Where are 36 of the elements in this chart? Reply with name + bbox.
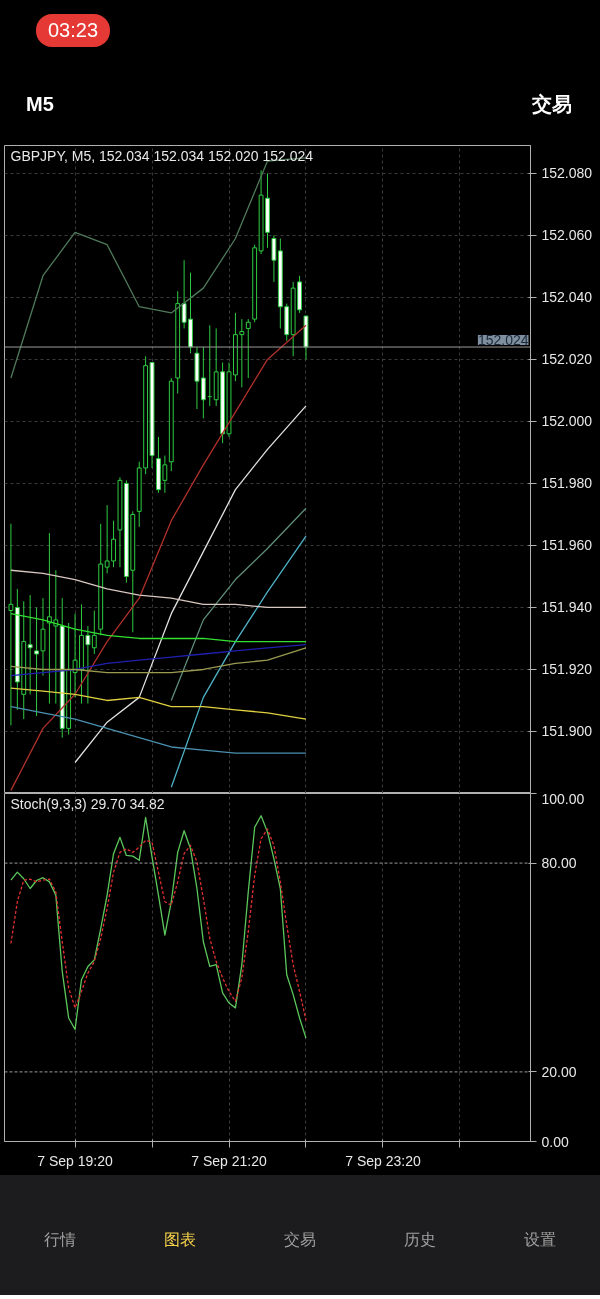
y-tick-label: 152.080 xyxy=(541,165,593,182)
text: M5 xyxy=(26,92,54,117)
text: 设置 xyxy=(523,1230,557,1250)
candlestick xyxy=(91,610,97,655)
y-tick-label: 151.900 xyxy=(541,723,593,740)
text: 交易 xyxy=(283,1230,317,1250)
y-tick-label: 151.940 xyxy=(541,599,593,616)
candlestick xyxy=(207,324,213,407)
y-tick-label: 151.960 xyxy=(541,537,593,554)
x-tick-label: 7 Sep 21:20 xyxy=(191,1152,267,1169)
candlestick xyxy=(27,594,33,695)
x-tick-label: 7 Sep 19:20 xyxy=(37,1152,114,1169)
x-tick-label: 7 Sep 23:20 xyxy=(345,1152,421,1169)
y-tick-label: 80.00 xyxy=(541,855,577,872)
text: 03:23 xyxy=(36,14,111,47)
chart-title: Stoch(9,3,3) 29.70 34.82 xyxy=(10,795,165,812)
text: 行情 xyxy=(43,1230,77,1250)
y-tick-label: 152.020 xyxy=(541,351,593,368)
y-tick-label: 20.00 xyxy=(541,1063,577,1080)
y-tick-label: 100.00 xyxy=(541,790,585,807)
text: 历史 xyxy=(403,1230,437,1250)
candlestick xyxy=(111,520,116,568)
candlestick xyxy=(8,523,14,726)
text: 图表 xyxy=(163,1230,197,1250)
text: 交易 xyxy=(532,92,572,117)
chart-title: GBPJPY, M5, 152.034 152.034 152.020 152.024 xyxy=(10,147,314,164)
y-tick-label: 152.000 xyxy=(541,413,593,430)
y-tick-label: 152.040 xyxy=(541,289,593,306)
y-tick-label: 151.920 xyxy=(541,661,593,678)
candlestick xyxy=(271,234,277,283)
ref-line-label: 152.024 xyxy=(477,332,529,349)
y-tick-label: 152.060 xyxy=(541,227,593,244)
candlestick xyxy=(104,504,110,574)
y-tick-label: 0.00 xyxy=(541,1133,569,1150)
y-tick-label: 151.980 xyxy=(541,475,593,492)
candlestick xyxy=(245,318,251,379)
